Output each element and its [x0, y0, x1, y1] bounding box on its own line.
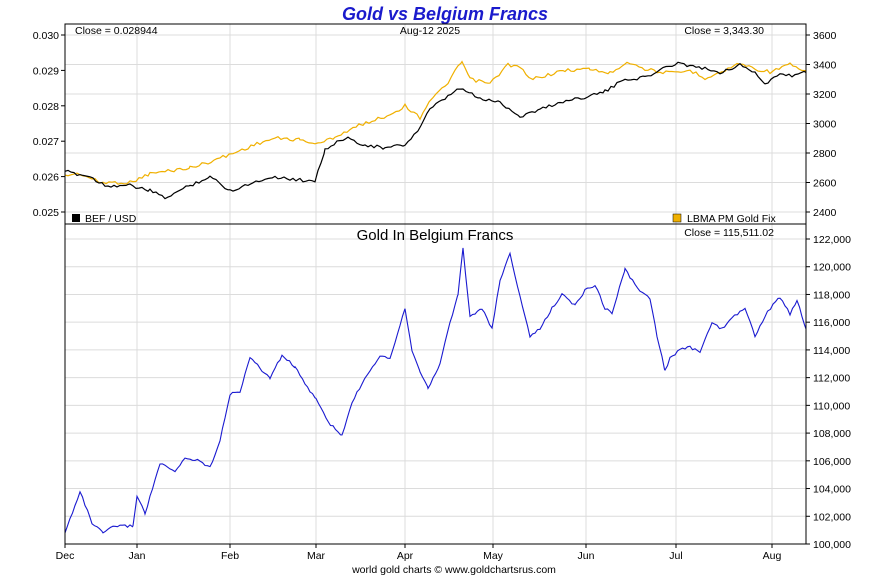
x-label-aug: Aug [763, 550, 782, 562]
series-line-gold-in-francs [64, 247, 807, 534]
top-close-right: Close = 3,343.30 [684, 25, 764, 37]
y-left-label-0.028: 0.028 [33, 101, 59, 113]
x-label-mar: Mar [307, 550, 326, 562]
y-right-label-2400: 2400 [813, 207, 837, 219]
y-bottom-label-114,000: 114,000 [813, 345, 850, 357]
y-bottom-label-102,000: 102,000 [813, 511, 851, 523]
y-bottom-label-110,000: 110,000 [813, 400, 850, 412]
y-bottom-label-116,000: 116,000 [813, 317, 850, 329]
legend-bef-swatch [72, 214, 80, 222]
series-line-lbma-gold [64, 60, 807, 185]
legend-gold-label: LBMA PM Gold Fix [687, 213, 776, 225]
x-label-jul: Jul [669, 550, 682, 562]
top-close-left: Close = 0.028944 [75, 25, 158, 37]
y-right-label-3600: 3600 [813, 30, 837, 42]
legend-bef-label: BEF / USD [85, 213, 137, 225]
y-right-label-3200: 3200 [813, 89, 837, 101]
y-bottom-label-112,000: 112,000 [813, 373, 850, 385]
bottom-panel-title: Gold In Belgium Francs [357, 227, 514, 244]
series-line-bef-usd [64, 61, 807, 200]
y-bottom-label-100,000: 100,000 [813, 539, 851, 551]
x-label-may: May [483, 550, 504, 562]
y-bottom-label-108,000: 108,000 [813, 428, 851, 440]
y-bottom-label-118,000: 118,000 [813, 289, 850, 301]
y-left-label-0.025: 0.025 [33, 207, 59, 219]
bottom-panel-frame [64, 223, 807, 545]
y-right-label-3400: 3400 [813, 60, 837, 72]
y-left-label-0.026: 0.026 [33, 172, 59, 184]
y-right-label-3000: 3000 [813, 119, 837, 131]
bottom-close: Close = 115,511.02 [684, 227, 774, 239]
y-bottom-label-106,000: 106,000 [813, 456, 851, 468]
footer-credit: world gold charts © www.goldchartsrus.co… [351, 564, 556, 575]
x-label-dec: Dec [56, 550, 75, 562]
y-right-label-2800: 2800 [813, 148, 837, 160]
chart-title: Gold vs Belgium Francs [342, 4, 548, 24]
y-bottom-label-120,000: 120,000 [813, 262, 851, 274]
y-left-label-0.027: 0.027 [33, 136, 59, 148]
y-bottom-label-104,000: 104,000 [813, 484, 851, 496]
x-label-apr: Apr [397, 550, 414, 562]
legend-gold-swatch [672, 213, 682, 223]
y-left-label-0.030: 0.030 [33, 30, 59, 42]
y-bottom-label-122,000: 122,000 [813, 234, 851, 246]
y-left-label-0.029: 0.029 [33, 65, 59, 77]
x-label-feb: Feb [221, 550, 239, 562]
top-date: Aug-12 2025 [400, 25, 460, 37]
x-label-jun: Jun [578, 550, 595, 562]
y-right-label-2600: 2600 [813, 178, 837, 190]
x-label-jan: Jan [129, 550, 146, 562]
